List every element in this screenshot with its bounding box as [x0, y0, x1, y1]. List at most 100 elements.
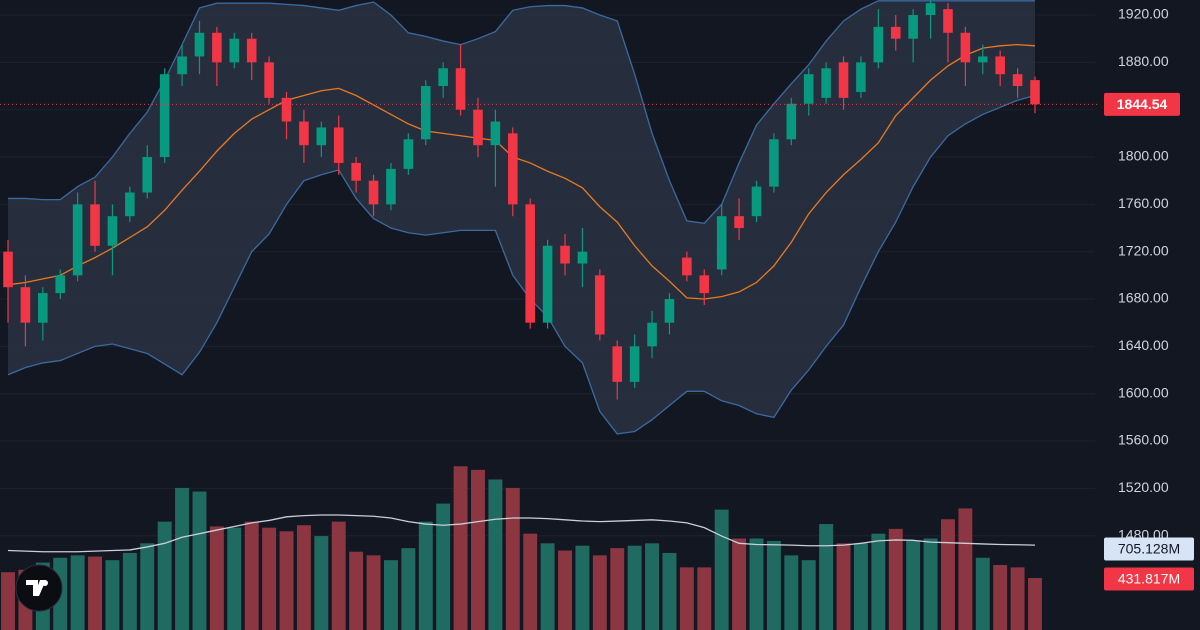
volume-bar: [436, 503, 451, 630]
volume-bar: [88, 556, 102, 630]
volume-bar: [296, 525, 311, 630]
band-middle: [7, 43, 1036, 300]
candle-body: [542, 245, 553, 323]
volume-bar: [645, 543, 660, 630]
volume-bar: [314, 536, 329, 630]
candle-body: [977, 56, 988, 63]
candle-body: [264, 62, 274, 98]
volume-bar: [227, 527, 242, 630]
volume-last-label: 431.817M: [1118, 571, 1180, 587]
volume-bar: [244, 521, 259, 630]
logo-mark[interactable]: [26, 580, 52, 596]
candle-body: [890, 26, 901, 39]
y-tick-label: 1600.00: [1118, 384, 1169, 400]
candle-body: [125, 192, 135, 217]
candle-body: [525, 204, 535, 323]
volume-bar: [958, 508, 973, 630]
volume-bar: [993, 564, 1008, 630]
y-tick-label: 1720.00: [1118, 242, 1169, 258]
candle-body: [664, 299, 675, 323]
candle-body: [734, 216, 744, 229]
volume-bar: [784, 555, 799, 630]
candle-body: [595, 275, 605, 335]
volume-bar: [558, 550, 572, 630]
volume-bar: [453, 466, 468, 630]
candle-body: [647, 322, 657, 347]
y-tick-label: 1520.00: [1118, 479, 1169, 495]
volume-bar: [122, 552, 137, 630]
volume-bar: [975, 557, 990, 630]
volume-bar: [105, 560, 120, 630]
candle-body: [3, 251, 13, 288]
candle-body: [246, 38, 257, 63]
volume-bar: [610, 548, 625, 630]
volume-ma-label: 705.128M: [1118, 541, 1180, 557]
volume-bar: [383, 560, 398, 630]
volume-bar: [923, 538, 938, 630]
volume-bar: [192, 491, 207, 630]
volume-bar: [331, 521, 346, 630]
candle-body: [386, 168, 396, 205]
candle-body: [90, 204, 100, 246]
candle-body: [1012, 74, 1023, 87]
candle-body: [821, 68, 831, 98]
candle-body: [908, 15, 918, 39]
volume-bar: [279, 531, 294, 630]
volume-bar: [697, 567, 712, 630]
candle-body: [873, 26, 884, 63]
candle-body: [351, 162, 361, 181]
volume-bar: [262, 527, 277, 630]
volume-bar: [366, 555, 381, 630]
candle-body: [1030, 80, 1040, 105]
candle-body: [838, 62, 849, 98]
volume-bar: [888, 528, 903, 630]
candle-body: [142, 157, 153, 193]
candle-body: [403, 139, 414, 169]
candle-body: [438, 68, 448, 87]
volume-bar: [871, 533, 886, 630]
candle-body: [55, 275, 66, 294]
candle-body: [177, 56, 187, 75]
volume-ma: [7, 514, 1036, 553]
candle-body: [20, 287, 31, 323]
candle-body: [72, 204, 83, 276]
candles: [3, 0, 1040, 400]
candle-body: [769, 139, 779, 187]
volume-bar: [766, 540, 781, 630]
volume-bar: [70, 555, 85, 630]
candle-body: [229, 38, 240, 63]
volume-bar: [801, 560, 816, 630]
y-tick-label: 1800.00: [1118, 148, 1169, 164]
candle-body: [560, 245, 570, 264]
logo-dot[interactable]: [42, 580, 48, 586]
volume-bar: [575, 545, 590, 630]
volume-ma-box: [1104, 537, 1194, 561]
candle-body: [629, 346, 640, 382]
logo[interactable]: [15, 564, 63, 612]
candle-body: [943, 9, 953, 33]
candle-body: [508, 133, 518, 205]
volume-bar: [662, 552, 677, 630]
candle-body: [212, 32, 222, 63]
candle-body: [716, 216, 727, 270]
candle-body: [803, 74, 814, 104]
price-axis: 1480.001520.001560.001600.001640.001680.…: [0, 6, 1194, 591]
volume-bar: [209, 526, 224, 630]
candle-body: [960, 32, 971, 63]
y-tick-label: 1680.00: [1118, 290, 1169, 306]
candle-body: [699, 275, 710, 294]
band-lower: [7, 94, 1036, 435]
y-tick-label: 1760.00: [1118, 195, 1169, 211]
candle-body: [368, 180, 379, 205]
volume-bar: [418, 521, 433, 630]
volume-bar: [1028, 578, 1042, 630]
volume-bar: [540, 543, 555, 630]
volume-bar: [941, 519, 955, 630]
volume-bar: [140, 543, 155, 630]
candle-body: [682, 257, 692, 276]
candle-body: [281, 97, 292, 122]
candle-body: [786, 103, 797, 140]
candle-body: [612, 346, 623, 382]
candle-body: [299, 121, 309, 146]
